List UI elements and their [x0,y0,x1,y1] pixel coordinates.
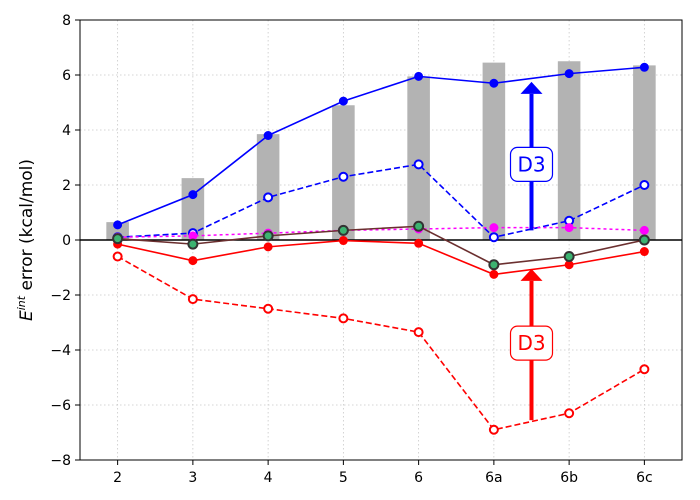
data-point [262,230,274,242]
y-tick-label: 6 [62,68,71,84]
x-tick-label: 5 [339,470,348,486]
y-tick-label: −6 [50,398,71,414]
bar [407,76,430,240]
annotation-arrow-head [520,268,543,281]
x-tick-label: 4 [264,470,273,486]
annotation-label: D3 [517,331,545,355]
data-point [188,190,198,200]
data-point [263,303,274,314]
data-point [338,313,349,324]
data-point [413,327,424,338]
data-point [188,256,198,266]
y-tick-label: 4 [62,123,71,139]
series-group [112,251,650,435]
data-point [564,223,574,233]
y-axis-title: Eint error (kcal/mol) [15,159,37,321]
x-tick-label: 6a [485,470,503,486]
data-point [638,234,650,246]
data-point [564,69,574,79]
series-line [117,239,645,276]
y-tick-label: 8 [62,13,71,29]
data-point [414,71,424,81]
x-tick-label: 6 [414,470,423,486]
data-point [488,232,499,243]
annotation-arrow-head [520,81,543,94]
annotation-box [509,146,554,182]
data-point [413,220,425,232]
annotations: D3 D3 [509,81,554,421]
y-tick-label: 2 [62,178,71,194]
data-point [488,259,500,271]
series-line [117,163,645,239]
data-point [489,223,499,233]
series-line [117,255,645,431]
y-axis-title-main: E [17,310,37,321]
y-tick-label: 0 [62,233,71,249]
data-point [112,233,124,245]
data-point [112,251,123,262]
y-axis-title-rest: error (kcal/mol) [17,159,37,296]
data-point [263,131,273,140]
data-point [338,236,348,246]
data-point [489,269,499,279]
data-point [639,364,650,375]
data-point [414,238,424,248]
series-line [117,225,645,266]
bars [106,61,656,240]
series-group [113,62,649,230]
data-point [413,159,424,170]
y-tick-label: −2 [50,288,71,304]
data-point [338,171,349,182]
data-point [187,294,198,305]
data-point [338,96,348,106]
bar [256,134,280,240]
y-tick-label: −8 [50,453,71,469]
y-axis-title-sup: int [15,295,28,310]
series-line [117,226,645,238]
y-tick-label: −4 [50,343,71,359]
data-point [639,225,649,235]
bar [633,65,656,240]
x-tick-label: 6b [560,470,578,486]
data-point [489,78,499,88]
series-line [117,66,645,226]
bar [181,178,205,240]
annotation-label: D3 [517,152,545,176]
data-point [488,424,499,435]
x-tick-label: 2 [113,470,122,486]
x-tick-label: 6c [636,470,653,486]
data-point [263,192,274,203]
series [112,62,650,435]
data-point [639,180,650,190]
data-point [113,220,123,230]
annotation-box [509,325,554,361]
data-point [639,62,649,72]
data-point [263,242,273,252]
data-point [564,408,575,419]
data-point [563,251,575,262]
bar [557,61,581,240]
data-point [337,224,349,236]
bar [482,62,506,240]
x-tick-label: 3 [188,470,197,486]
data-point [187,238,199,250]
bar [106,222,129,240]
series-group [112,220,650,271]
data-point [639,247,649,257]
ticks: −8 −6 −4 −2 0 2 4 6 8 2 3 4 5 6 6a 6b 6c [50,13,652,486]
